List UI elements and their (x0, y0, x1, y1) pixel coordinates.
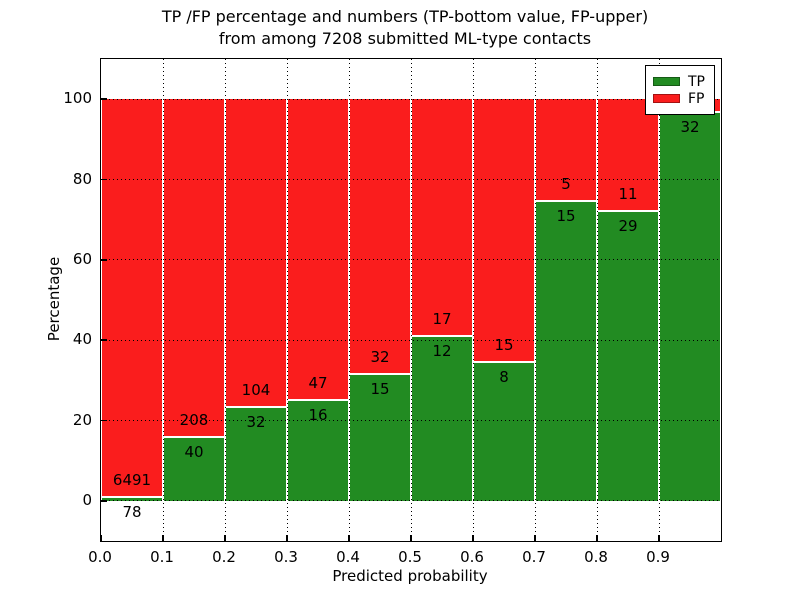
y-tick-mark-40 (101, 339, 107, 341)
tp-count-label: 16 (308, 405, 328, 424)
tp-count-label: 12 (432, 341, 452, 360)
legend-entry-tp: TP (653, 74, 714, 89)
y-tick-label-100: 100 (63, 89, 92, 108)
gridline-x-0.6 (472, 59, 474, 541)
gridline-x-0.3 (286, 59, 288, 541)
fp-count-label: 15 (494, 336, 514, 355)
chart-title-line2: from among 7208 submitted ML-type contac… (218, 29, 592, 48)
y-tick-mark-60 (101, 259, 107, 261)
fp-count-label: 208 (179, 410, 209, 429)
tp-count-label: 29 (618, 216, 638, 235)
y-tick-label-40: 40 (72, 330, 92, 349)
tp-color-swatch (653, 77, 680, 86)
gridline-x-0.7 (534, 59, 536, 541)
fp-count-label: 11 (618, 184, 638, 203)
tp-count-label: 32 (680, 118, 700, 137)
bar-4-tp-segment (349, 372, 411, 501)
x-tick-label-0.6: 0.6 (460, 548, 484, 566)
bar-2-fp-segment (225, 99, 287, 407)
x-tick-label-0.4: 0.4 (336, 548, 360, 566)
y-tick-mark-20 (101, 419, 107, 422)
fp-count-label: 6491 (112, 470, 152, 489)
y-tick-mark-100 (101, 98, 107, 100)
x-tick-label-0.1: 0.1 (150, 548, 174, 566)
gridline-x-0.2 (224, 59, 226, 541)
chart-title-line1: TP /FP percentage and numbers (TP-bottom… (161, 7, 649, 26)
legend-label-fp: FP (688, 90, 705, 107)
tp-count-label: 78 (122, 503, 142, 522)
fp-count-label: 5 (561, 174, 571, 193)
x-tick-label-0.0: 0.0 (88, 548, 112, 566)
bar-1-fp-segment (163, 99, 225, 437)
x-tick-label-0.7: 0.7 (522, 548, 546, 566)
x-tick-label-0.5: 0.5 (398, 548, 422, 566)
legend: TP FP (645, 65, 715, 115)
chart-title: TP /FP percentage and numbers (TP-bottom… (0, 6, 800, 50)
bar-0-fp-segment (101, 99, 163, 497)
tp-count-label: 32 (246, 413, 266, 432)
bar-1-tp-segment (163, 436, 225, 501)
x-tick-mark-6 (472, 535, 474, 541)
x-tick-mark-0 (100, 535, 102, 541)
bar-7-tp-segment (535, 199, 597, 501)
plot-area: 6491 78 208 40 104 32 47 16 32 15 17 12 15 8 5 15 11 29 32 (100, 58, 722, 542)
gridline-x-0.8 (596, 59, 598, 541)
y-tick-label-60: 60 (72, 249, 92, 268)
y-tick-label-0: 0 (82, 490, 92, 509)
y-tick-mark-0 (101, 500, 107, 502)
x-tick-mark-8 (596, 535, 598, 541)
y-tick-mark-80 (101, 178, 107, 181)
bar-5-fp-segment (411, 99, 473, 335)
tp-count-label: 15 (370, 379, 390, 398)
y-axis-label: Percentage (45, 256, 63, 342)
x-tick-mark-9 (658, 535, 660, 541)
bar-6-fp-segment (473, 99, 535, 362)
bar-2-tp-segment (225, 406, 287, 501)
x-tick-mark-5 (410, 535, 412, 541)
tp-count-label: 40 (184, 443, 204, 462)
legend-label-tp: TP (688, 73, 705, 90)
x-tick-mark-7 (534, 535, 536, 541)
x-tick-label-0.3: 0.3 (274, 548, 298, 566)
bar-3-fp-segment (287, 99, 349, 399)
fp-count-label: 32 (370, 347, 390, 366)
gridline-x-0.4 (348, 59, 350, 541)
bar-8-fp-segment (597, 99, 659, 210)
y-tick-label-80: 80 (72, 169, 92, 188)
bar-8-tp-segment (597, 209, 659, 501)
x-tick-mark-1 (162, 535, 164, 541)
y-tick-label-20: 20 (72, 410, 92, 429)
gridline-x-0.5 (410, 59, 412, 541)
fp-count-label: 17 (432, 309, 452, 328)
bar-9-tp-segment (659, 111, 721, 501)
x-axis-label: Predicted probability (332, 567, 488, 585)
x-tick-mark-2 (224, 535, 226, 541)
gridline-x-0.9 (658, 59, 660, 541)
gridline-x-0.1 (162, 59, 164, 541)
x-tick-label-0.2: 0.2 (212, 548, 236, 566)
fp-count-label: 47 (308, 373, 328, 392)
bar-7-fp-segment (535, 99, 597, 200)
x-tick-label-0.9: 0.9 (646, 548, 670, 566)
legend-entry-fp: FP (653, 91, 714, 106)
bar-4-fp-segment (349, 99, 411, 373)
fp-color-swatch (653, 94, 680, 103)
tp-count-label: 8 (499, 368, 509, 387)
fp-count-label: 104 (241, 381, 271, 400)
bar-5-tp-segment (411, 334, 473, 501)
x-tick-mark-4 (348, 535, 350, 541)
x-tick-mark-3 (286, 535, 288, 541)
tp-count-label: 15 (556, 206, 576, 225)
x-tick-label-0.8: 0.8 (584, 548, 608, 566)
